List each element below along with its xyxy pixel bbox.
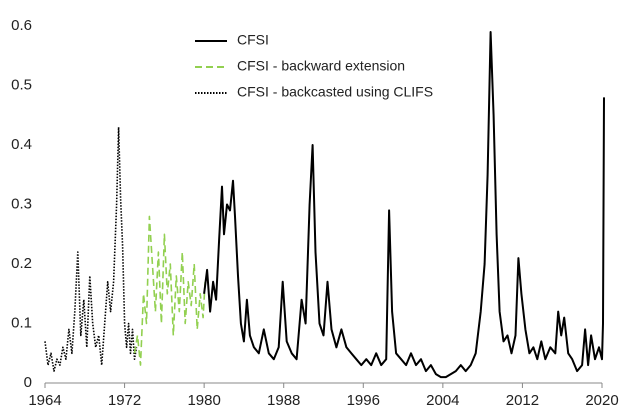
- y-tick-label: 0.5: [11, 76, 32, 93]
- x-tick-label: 1964: [28, 392, 61, 409]
- x-tick-label: 1996: [347, 392, 380, 409]
- y-tick-label: 0: [24, 374, 32, 391]
- y-tick-label: 0.1: [11, 314, 32, 331]
- legend-label: CFSI - backward extension: [237, 58, 405, 74]
- series-line: [44, 126, 138, 372]
- y-tick-label: 0.6: [11, 17, 32, 34]
- x-tick-label: 1988: [267, 392, 300, 409]
- legend-label: CFSI: [237, 32, 269, 48]
- x-tick-label: 2012: [506, 392, 539, 409]
- y-tick-label: 0.4: [11, 136, 32, 153]
- series-line: [203, 31, 605, 379]
- legend: CFSI CFSI - backward extension CFSI - back…: [195, 32, 433, 100]
- x-tick-label: 1980: [187, 392, 220, 409]
- legend-label: CFSI - backcasted using CLIFS: [237, 84, 433, 100]
- x-tick-label: 1972: [108, 392, 141, 409]
- x-tick-label: 2004: [426, 392, 459, 409]
- y-tick-label: 0.2: [11, 255, 32, 272]
- x-tick-label: 2020: [585, 392, 618, 409]
- series-line: [133, 215, 206, 366]
- y-tick-label: 0.3: [11, 195, 32, 212]
